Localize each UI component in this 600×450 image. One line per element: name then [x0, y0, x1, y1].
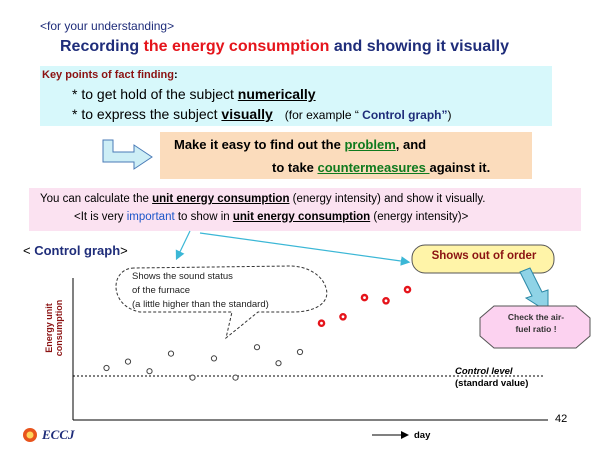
key-points-heading: Key points of fact finding:	[42, 69, 178, 81]
right-bend-arrow-icon	[102, 139, 153, 170]
calc-1-emph: unit energy consumption	[152, 193, 290, 205]
conclusion-line-1: Make it easy to find out the problem, an…	[174, 137, 426, 152]
control-graph-label: < Control graph>	[23, 243, 128, 258]
out-of-order-label: Shows out of order	[431, 250, 537, 262]
y-axis-label: Energy unit consumption	[44, 286, 64, 366]
bubble-line-2: of the furnace	[132, 285, 191, 296]
normal-point-3	[146, 368, 153, 375]
key-point-2-emph: visually	[221, 106, 273, 122]
key-points-heading-text: Key points of fact finding	[42, 69, 174, 81]
normal-point-9	[275, 360, 282, 367]
eccj-logo-icon	[23, 428, 37, 442]
normal-point-5	[189, 374, 196, 381]
key-point-2-note-open: (for example “	[284, 108, 363, 122]
title-part1: Recording	[60, 38, 144, 55]
conclusion-2-prefix: to take	[272, 160, 318, 175]
normal-point-7	[232, 374, 239, 381]
abnormal-point-5	[403, 285, 412, 294]
check-arrow-icon	[519, 267, 549, 313]
normal-point-8	[253, 344, 261, 351]
title-part4: and showing it visually	[329, 38, 509, 55]
normal-point-4	[167, 350, 175, 357]
logo-text: ECCJ	[42, 427, 75, 442]
control-graph-close: >	[120, 243, 128, 258]
bubble-text: Shows the sound status of the furnace (a…	[132, 270, 269, 312]
normal-point-10	[296, 348, 304, 356]
title-part2: the	[143, 38, 173, 55]
key-points-heading-colon: :	[174, 69, 178, 81]
page-title: Recording the energy consumption and sho…	[60, 38, 509, 56]
key-point-numerically: * to get hold of the subject numerically	[72, 86, 316, 102]
calculation-panel	[29, 188, 581, 231]
abnormal-point-1	[317, 319, 326, 328]
calculation-line-1: You can calculate the unit energy consum…	[40, 193, 486, 205]
key-point-2-note-emph: Control graph”	[362, 108, 448, 122]
key-point-1-prefix: * to get hold of the subject	[72, 86, 238, 102]
abnormal-point-2	[339, 312, 347, 321]
conclusion-1-emph: problem	[344, 137, 396, 152]
key-points-panel	[40, 66, 552, 126]
conclusion-1-suffix: , and	[395, 137, 427, 152]
section-tag: <for your understanding>	[40, 19, 175, 33]
data-points	[103, 285, 412, 381]
sound-status-bubble	[115, 265, 328, 340]
key-point-visually: * to express the subject visually (for ex…	[72, 106, 451, 122]
abnormal-point-4	[382, 296, 390, 305]
pointer-to-graph-label	[175, 230, 191, 261]
calculation-line-2: <It is very important to show in unit en…	[74, 211, 468, 223]
key-point-1-emph: numerically	[237, 86, 316, 102]
calc-2-mid: to show in	[174, 211, 233, 223]
y-label-line-2: consumption	[54, 299, 64, 357]
control-graph-name: Control graph	[34, 243, 121, 258]
title-part3: energy consumption	[172, 38, 330, 55]
control-level-label: Control level	[455, 366, 513, 377]
abnormal-point-3	[360, 293, 369, 302]
control-level-sub: (standard value)	[455, 378, 529, 389]
page-number: 42	[555, 413, 568, 425]
control-graph-open: <	[23, 243, 35, 258]
conclusion-line-2: to take countermeasures against it.	[272, 160, 490, 175]
calc-1-prefix: You can calculate the	[40, 193, 153, 205]
conclusion-2-suffix: against it.	[429, 160, 491, 175]
y-label-line-1: Energy unit	[44, 303, 54, 353]
check-line-1: Check the air-	[507, 312, 565, 322]
check-air-fuel-label: Check the air- fuel ratio !	[492, 311, 580, 335]
pointer-to-out-of-order	[199, 232, 411, 266]
conclusion-panel	[160, 132, 532, 179]
out-of-order-callout	[411, 244, 555, 274]
bubble-line-1: Shows the sound status	[132, 271, 233, 282]
key-point-2-note-close: )	[447, 108, 452, 122]
calc-2-emph: unit energy consumption	[232, 211, 371, 223]
key-point-2-prefix: * to express the subject	[72, 106, 222, 122]
normal-point-2	[124, 358, 132, 365]
conclusion-1-prefix: Make it easy to find out the	[174, 137, 345, 152]
calc-1-suffix: (energy intensity) and show it visually.	[289, 193, 486, 205]
conclusion-2-emph: countermeasures	[317, 160, 430, 175]
bubble-line-3: (a little higher than the standard)	[132, 299, 269, 310]
check-line-2: fuel ratio !	[515, 324, 557, 334]
x-axis-label: day	[414, 430, 431, 441]
normal-point-6	[210, 355, 218, 362]
normal-point-1	[103, 364, 110, 372]
calc-2-blue: important	[126, 211, 175, 223]
check-air-fuel-callout	[479, 305, 591, 349]
calc-2-prefix: <It is very	[74, 211, 127, 223]
calc-2-suffix: (energy intensity)>	[370, 211, 469, 223]
